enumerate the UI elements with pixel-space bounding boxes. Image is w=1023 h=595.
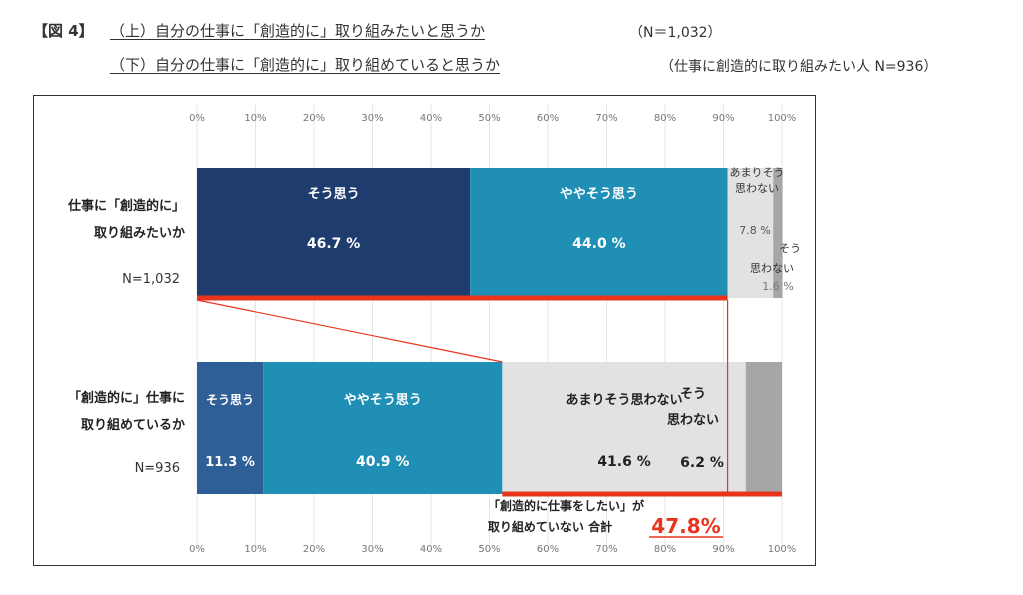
x-tick-label-top: 60% — [537, 113, 559, 124]
segment-value-label: 41.6 % — [597, 454, 650, 470]
x-tick-label-bottom: 50% — [478, 544, 500, 555]
bar-segment — [263, 362, 503, 494]
category-label: 仕事に「創造的に」 — [67, 198, 185, 214]
segment-name: あまりそう思わない — [566, 393, 683, 408]
category-label: 「創造的に」仕事に — [68, 390, 185, 406]
annotation-line: 「創造的に仕事をしたい」が — [488, 498, 644, 513]
x-tick-label-bottom: 10% — [244, 544, 266, 555]
segment-value-label: 1.6 % — [762, 280, 793, 293]
highlight-connector-left — [196, 299, 503, 363]
x-tick-label-top: 30% — [361, 113, 383, 124]
segment-value-label: 44.0 % — [572, 236, 625, 252]
chart-title-top: （上）自分の仕事に「創造的に」取り組みたいと思うか — [110, 22, 486, 40]
bar-segment — [727, 168, 774, 298]
chart-frame — [33, 95, 816, 566]
segment-name: そう思う — [308, 187, 360, 202]
bar-segment — [470, 168, 728, 298]
figure-label: 【図 4】 — [33, 22, 94, 40]
x-tick-label-top: 10% — [244, 113, 266, 124]
x-tick-label-top: 20% — [303, 113, 325, 124]
segment-name: そう — [680, 387, 706, 402]
annotation-total-label: 47.8% — [651, 514, 720, 538]
bar-segment — [745, 362, 782, 494]
segment-name: あまりそう — [730, 166, 785, 179]
segment-name: そう思う — [206, 393, 254, 407]
segment-name: 思わない — [667, 413, 719, 428]
category-label: 取り組めているか — [81, 417, 185, 433]
segment-value-label: 7.8 % — [739, 224, 770, 237]
x-tick-label-bottom: 90% — [712, 544, 734, 555]
x-tick-label-top: 90% — [712, 113, 734, 124]
bar-segment — [773, 168, 783, 298]
n-label: N=1,032 — [122, 272, 180, 287]
x-tick-label-bottom: 20% — [303, 544, 325, 555]
segment-name: 思わない — [735, 182, 779, 195]
x-tick-label-bottom: 0% — [189, 544, 205, 555]
x-tick-label-top: 100% — [768, 113, 797, 124]
chart-title-bottom-note: （仕事に創造的に取り組みたい人 N=936） — [660, 59, 938, 75]
segment-value-label: 6.2 % — [680, 455, 724, 471]
bar-segment — [197, 168, 471, 298]
chart-title-bottom: （下）自分の仕事に「創造的に」取り組めていると思うか — [110, 56, 501, 74]
x-tick-label-top: 70% — [595, 113, 617, 124]
bar-segment — [197, 362, 264, 494]
x-tick-label-bottom: 100% — [768, 544, 797, 555]
segment-value-label: 11.3 % — [205, 455, 255, 470]
bar-segment — [502, 362, 746, 494]
x-tick-label-bottom: 40% — [420, 544, 442, 555]
x-tick-label-bottom: 80% — [654, 544, 676, 555]
x-tick-label-top: 80% — [654, 113, 676, 124]
x-tick-label-bottom: 60% — [537, 544, 559, 555]
segment-name: 思わない — [750, 262, 794, 275]
x-tick-label-top: 0% — [189, 113, 205, 124]
x-tick-label-bottom: 70% — [595, 544, 617, 555]
segment-value-label: 40.9 % — [356, 454, 409, 470]
n-label: N=936 — [135, 461, 180, 476]
x-tick-label-bottom: 30% — [361, 544, 383, 555]
segment-value-label: 46.7 % — [307, 236, 360, 252]
category-label: 取り組みたいか — [94, 225, 185, 241]
segment-name: そう — [779, 242, 801, 255]
x-tick-label-top: 40% — [420, 113, 442, 124]
segment-name: ややそう思う — [560, 187, 638, 202]
chart-title-top-n: （N＝1,032） — [629, 25, 722, 41]
annotation-line: 取り組めていない 合計 — [488, 519, 612, 534]
segment-name: ややそう思う — [344, 393, 422, 408]
x-tick-label-top: 50% — [478, 113, 500, 124]
